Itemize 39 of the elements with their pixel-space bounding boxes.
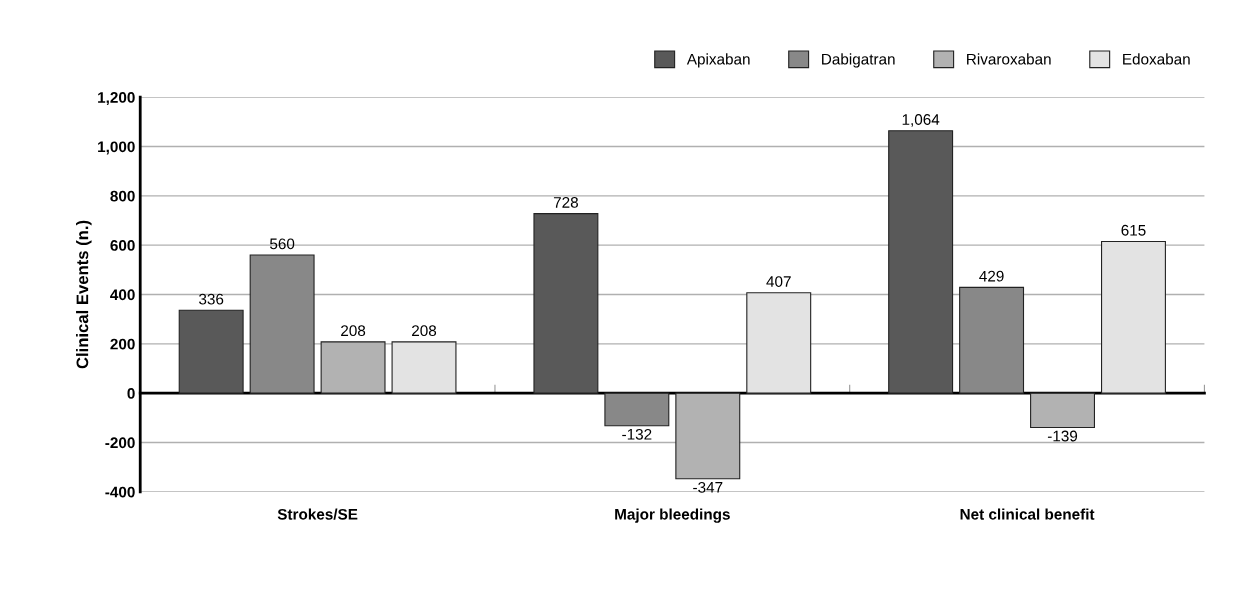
data-label: 336 xyxy=(199,293,224,305)
legend-label: Dabigatran xyxy=(822,53,895,68)
y-axis-title: Clinical Events (n.) xyxy=(76,220,92,369)
bar xyxy=(533,213,599,394)
legend-label: Edoxaban xyxy=(1123,53,1190,65)
legend-label: Apixaban xyxy=(686,53,750,68)
bar xyxy=(746,292,812,394)
bar xyxy=(178,309,244,394)
y-tick-label: 1,200 xyxy=(98,92,135,106)
data-label: -132 xyxy=(622,428,652,440)
bar xyxy=(1030,392,1096,428)
bar xyxy=(391,341,457,394)
bar xyxy=(1100,240,1166,394)
data-label: 1,064 xyxy=(902,114,940,127)
y-tick-label: -400 xyxy=(105,486,135,498)
y-tick-label: 200 xyxy=(110,338,135,350)
data-label: 728 xyxy=(553,196,578,208)
y-tick-label: 1,000 xyxy=(98,141,135,155)
bar xyxy=(604,392,670,427)
data-label: 560 xyxy=(269,238,295,250)
bar xyxy=(888,130,954,394)
data-label: 615 xyxy=(1121,224,1146,236)
data-label: 208 xyxy=(341,325,366,337)
data-label: -347 xyxy=(693,481,723,493)
y-tick-label: 0 xyxy=(127,388,135,399)
y-tick-label: 600 xyxy=(110,240,135,251)
data-label: 407 xyxy=(766,276,791,287)
y-tick-label: -200 xyxy=(105,437,135,449)
legend-label: Rivaroxaban xyxy=(967,53,1051,65)
bar xyxy=(249,254,315,394)
x-tick-label: Strokes/SE xyxy=(277,508,358,520)
x-tick-label: Major bleedings xyxy=(615,508,730,523)
y-tick-label: 400 xyxy=(110,289,135,301)
x-tick-label: Net clinical benefit xyxy=(960,508,1095,520)
data-label: 429 xyxy=(979,270,1004,282)
bar xyxy=(959,286,1025,394)
y-tick-label: 800 xyxy=(110,190,135,202)
data-label: -139 xyxy=(1047,430,1078,442)
data-label: 208 xyxy=(412,325,437,337)
